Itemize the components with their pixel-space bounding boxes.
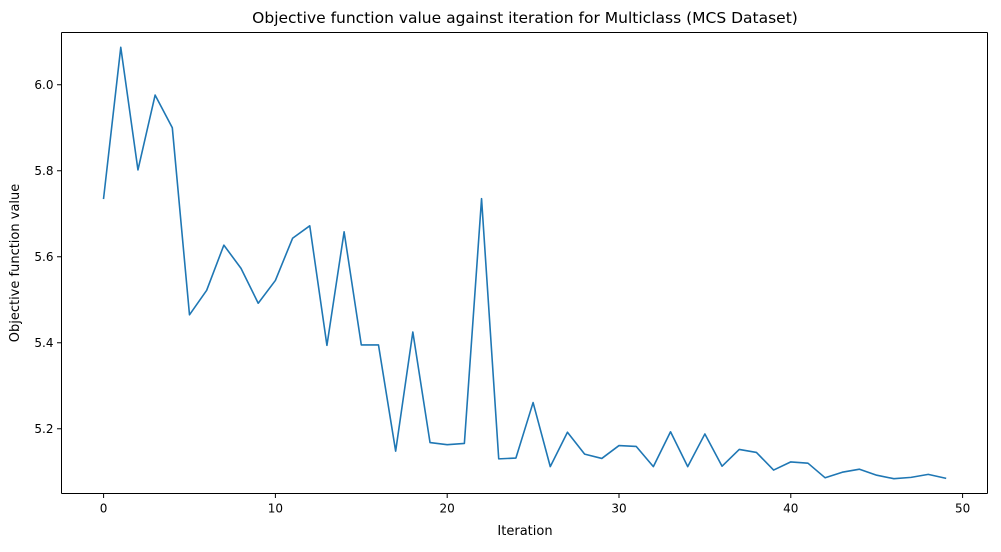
y-tick-label: 5.2: [34, 422, 53, 436]
x-axis: 0 10 20 30 40 50: [100, 494, 970, 516]
y-axis-label: Objective function value: [8, 184, 23, 343]
x-tick-label: 10: [268, 502, 283, 516]
x-tick-label: 30: [611, 502, 626, 516]
x-tick-label: 40: [783, 502, 798, 516]
y-tick-label: 5.6: [34, 250, 53, 264]
y-tick-label: 6.0: [34, 78, 53, 92]
y-axis: 5.2 5.4 5.6 5.8 6.0: [34, 78, 61, 436]
y-tick-label: 5.8: [34, 164, 53, 178]
plot-area: [62, 33, 988, 494]
x-tick-label: 50: [955, 502, 970, 516]
plot-background: [62, 33, 988, 494]
x-tick-label: 20: [440, 502, 455, 516]
chart-title: Objective function value against iterati…: [252, 9, 798, 27]
y-tick-label: 5.4: [34, 336, 53, 350]
x-axis-label: Iteration: [497, 524, 552, 539]
x-tick-label: 0: [100, 502, 108, 516]
